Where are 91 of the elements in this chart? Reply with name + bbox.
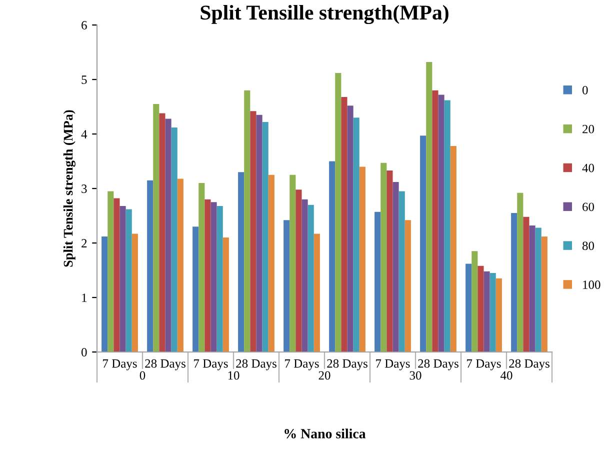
bar [359,166,366,352]
bar [541,236,548,352]
y-axis-title: Split Tensile strength (MPa) [63,110,76,267]
bar [198,183,205,352]
x-tick-label: 28 Days [509,359,550,370]
bar [472,251,478,352]
x-tick-label: 7 Days [467,359,501,370]
bar [290,174,296,352]
bar [450,146,456,352]
legend-label: 40 [582,164,594,172]
bar [126,209,132,352]
bar [432,90,438,352]
y-tick-label: 4 [81,130,88,138]
y-tick-label: 2 [82,239,87,248]
bar [165,118,172,352]
y-tick-label: 1 [82,294,87,302]
legend-label: 60 [582,202,594,212]
bar [438,94,444,352]
bar [444,100,450,352]
bar [529,226,536,352]
y-tick-label: 3 [82,184,87,193]
bar [192,226,199,352]
x-tick-label: 7 Days [194,359,228,370]
bar [420,136,426,352]
legend-label: 80 [582,242,594,250]
bar [159,113,166,352]
bar [147,180,154,352]
x-tick-label: 28 Days [418,359,458,370]
text: 20 [318,371,330,380]
x-axis-title: % Nano silica [284,428,366,438]
bar [120,206,126,352]
bar [102,236,108,352]
legend-label: 100 [583,280,600,289]
bar [244,90,250,352]
bar [398,191,405,352]
bar [204,199,211,352]
bar [490,272,496,352]
bar [329,161,336,352]
bar [466,264,472,352]
bar [296,190,302,352]
text: 10 [228,371,240,380]
bar [114,198,120,352]
bar [511,213,518,352]
x-tick-label: 7 Days [103,359,137,370]
bar [284,220,290,352]
chart-title: Split Tensille strength(MPa) [200,4,448,24]
bar [517,192,524,352]
bar [386,170,393,352]
bar [153,104,160,352]
bar [132,234,138,352]
bar [484,271,490,352]
text: 40 [500,371,512,380]
x-tick-label: 7 Days [285,359,319,370]
y-tick-label: 6 [82,21,87,30]
bar [335,72,342,352]
bar [478,266,484,352]
y-tick-label: 0 [82,348,87,356]
text: 30 [410,371,422,380]
bar [177,178,184,352]
bar [496,278,502,352]
bar [250,111,256,352]
bar [374,212,381,352]
bar [222,238,229,352]
bar [302,199,308,352]
bar [380,162,387,352]
bar [256,114,262,352]
x-tick-label: 28 Days [327,359,368,370]
bar [210,202,217,352]
bar [392,182,399,352]
x-tick-label: 7 Days [376,359,410,370]
legend-label: 0 [582,86,588,94]
x-tick-label: 28 Days [145,359,186,370]
bar [341,96,348,352]
bar [347,106,354,352]
bar [262,122,268,352]
bar [353,118,360,352]
bar [308,204,314,352]
bar [216,206,223,352]
y-tick-label: 5 [82,76,87,84]
bar [426,62,432,352]
bar [171,127,178,352]
bar [238,172,244,352]
bar [523,216,530,352]
text: 0 [140,371,146,380]
bar [268,174,274,352]
bar [404,220,411,352]
legend-label: 20 [582,124,594,134]
bar [535,228,542,352]
bar [108,191,114,352]
x-tick-label: 28 Days [236,359,276,370]
bar [314,234,320,352]
